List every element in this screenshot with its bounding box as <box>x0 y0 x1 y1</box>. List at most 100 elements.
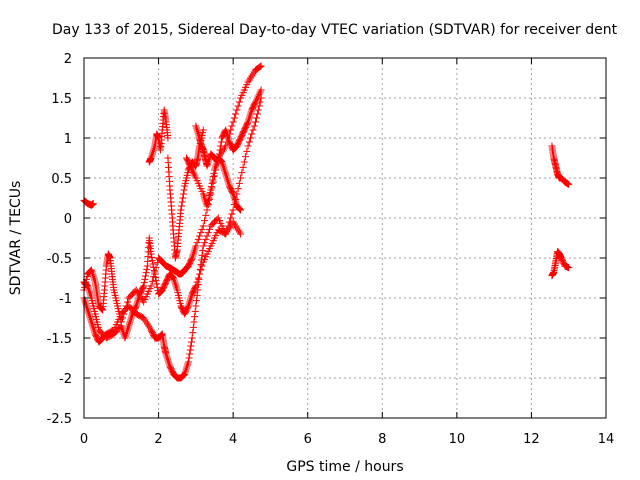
data-point-track-c <box>247 134 255 142</box>
data-point-track-f <box>178 202 186 210</box>
data-point-track-b <box>233 106 241 114</box>
data-point-track-d <box>148 253 156 261</box>
data-point-track-c <box>239 163 247 171</box>
data-point-track-j <box>565 264 573 272</box>
data-point-track-c <box>249 126 257 134</box>
data-point-track-b <box>256 63 264 71</box>
x-axis-label: GPS time / hours <box>286 459 403 475</box>
data-point-track-f <box>199 126 207 134</box>
data-point-track-c <box>199 242 207 250</box>
data-point-track-g <box>236 205 244 213</box>
x-tick-label: 10 <box>449 432 466 447</box>
data-point-track-c <box>186 350 194 358</box>
data-point-track-b <box>234 102 242 110</box>
data-point-track-b <box>229 118 237 126</box>
data-point-track-h <box>216 146 224 154</box>
data-point-track-g <box>207 183 215 191</box>
data-point-track-b <box>194 235 202 243</box>
data-point-track-c <box>245 138 253 146</box>
data-point-track-h <box>215 150 223 158</box>
data-point-track-c <box>188 334 196 342</box>
data-point-track-g <box>208 179 216 187</box>
data-point-track-b <box>235 98 243 106</box>
data-point-track-c <box>253 110 261 118</box>
data-point-track-h <box>257 86 265 94</box>
data-point-track-b <box>228 122 236 130</box>
data-point-track-d <box>147 250 155 258</box>
y-tick-label: -1.5 <box>47 332 72 347</box>
data-point-track-b <box>230 114 238 122</box>
y-tick-label: -2 <box>59 372 72 387</box>
data-point-track-d <box>142 269 150 277</box>
data-point-track-d <box>140 279 148 287</box>
data-point-track-g <box>237 206 245 214</box>
data-point-track-d <box>151 273 159 281</box>
chart-title: Day 133 of 2015, Sidereal Day-to-day VTE… <box>52 22 618 38</box>
data-point-track-g <box>209 176 217 184</box>
data-point-track-d <box>150 267 158 275</box>
data-point-track-f <box>178 198 186 206</box>
data-point-track-f <box>180 186 188 194</box>
x-tick-label: 12 <box>523 432 540 447</box>
data-point-track-d <box>198 262 206 270</box>
x-tick-label: 6 <box>304 432 312 447</box>
data-point-track-d <box>151 270 159 278</box>
data-point-track-b <box>192 242 200 250</box>
data-point-track-h <box>215 154 223 162</box>
x-tick-label: 8 <box>378 432 386 447</box>
data-point-track-c <box>250 122 258 130</box>
data-point-track-c <box>242 153 250 161</box>
data-point-track-g <box>235 205 243 213</box>
data-point-track-c <box>187 342 195 350</box>
data-point-track-d <box>132 303 140 311</box>
data-point-track-h <box>214 157 222 165</box>
data-point-track-c <box>199 247 207 255</box>
data-point-track-d <box>153 283 161 291</box>
data-point-track-c <box>240 158 248 166</box>
data-point-track-c <box>243 147 251 155</box>
data-point-track-d <box>149 260 157 268</box>
data-point-track-h <box>243 119 251 127</box>
x-tick-label: 4 <box>229 432 237 447</box>
data-point-track-f <box>177 206 185 214</box>
data-point-track-b <box>257 62 265 70</box>
data-point-track-c <box>158 331 166 339</box>
data-point-track-b <box>147 282 155 290</box>
data-point-track-e <box>164 134 172 142</box>
data-point-track-c <box>254 106 262 114</box>
data-point-track-c <box>198 251 206 259</box>
data-point-track-c <box>184 358 192 366</box>
data-point-track-h <box>251 99 259 107</box>
y-axis-label: SDTVAR / TECUs <box>8 181 24 296</box>
data-point-track-c <box>189 329 197 337</box>
data-point-track-d <box>184 303 192 311</box>
data-point-track-c <box>185 354 193 362</box>
data-point-track-c <box>228 210 236 218</box>
data-point-track-d <box>153 280 161 288</box>
data-point-track-b <box>232 110 240 118</box>
data-point-track-i <box>565 180 573 188</box>
data-point-track-c <box>229 206 237 214</box>
data-point-track-b <box>201 217 209 225</box>
data-point-track-c <box>237 174 245 182</box>
data-point-track-a <box>89 200 97 208</box>
x-tick-label: 14 <box>598 432 615 447</box>
data-point-track-c <box>227 214 235 222</box>
data-point-track-c <box>189 323 197 331</box>
data-point-track-d <box>197 266 205 274</box>
data-point-track-b <box>197 229 205 237</box>
data-point-track-c <box>206 225 214 233</box>
data-point-track-g <box>207 186 215 194</box>
data-point-track-d <box>196 270 204 278</box>
data-point-track-d <box>143 265 151 273</box>
plot-frame <box>83 57 607 419</box>
data-point-track-g <box>229 189 237 197</box>
data-point-track-c <box>193 291 201 299</box>
data-point-track-c <box>252 118 260 126</box>
data-point-track-d <box>142 272 150 280</box>
data-point-track-b <box>188 255 196 263</box>
data-point-track-c <box>191 307 199 315</box>
y-tick-label: 0.5 <box>51 172 72 187</box>
data-point-track-g <box>209 173 217 181</box>
